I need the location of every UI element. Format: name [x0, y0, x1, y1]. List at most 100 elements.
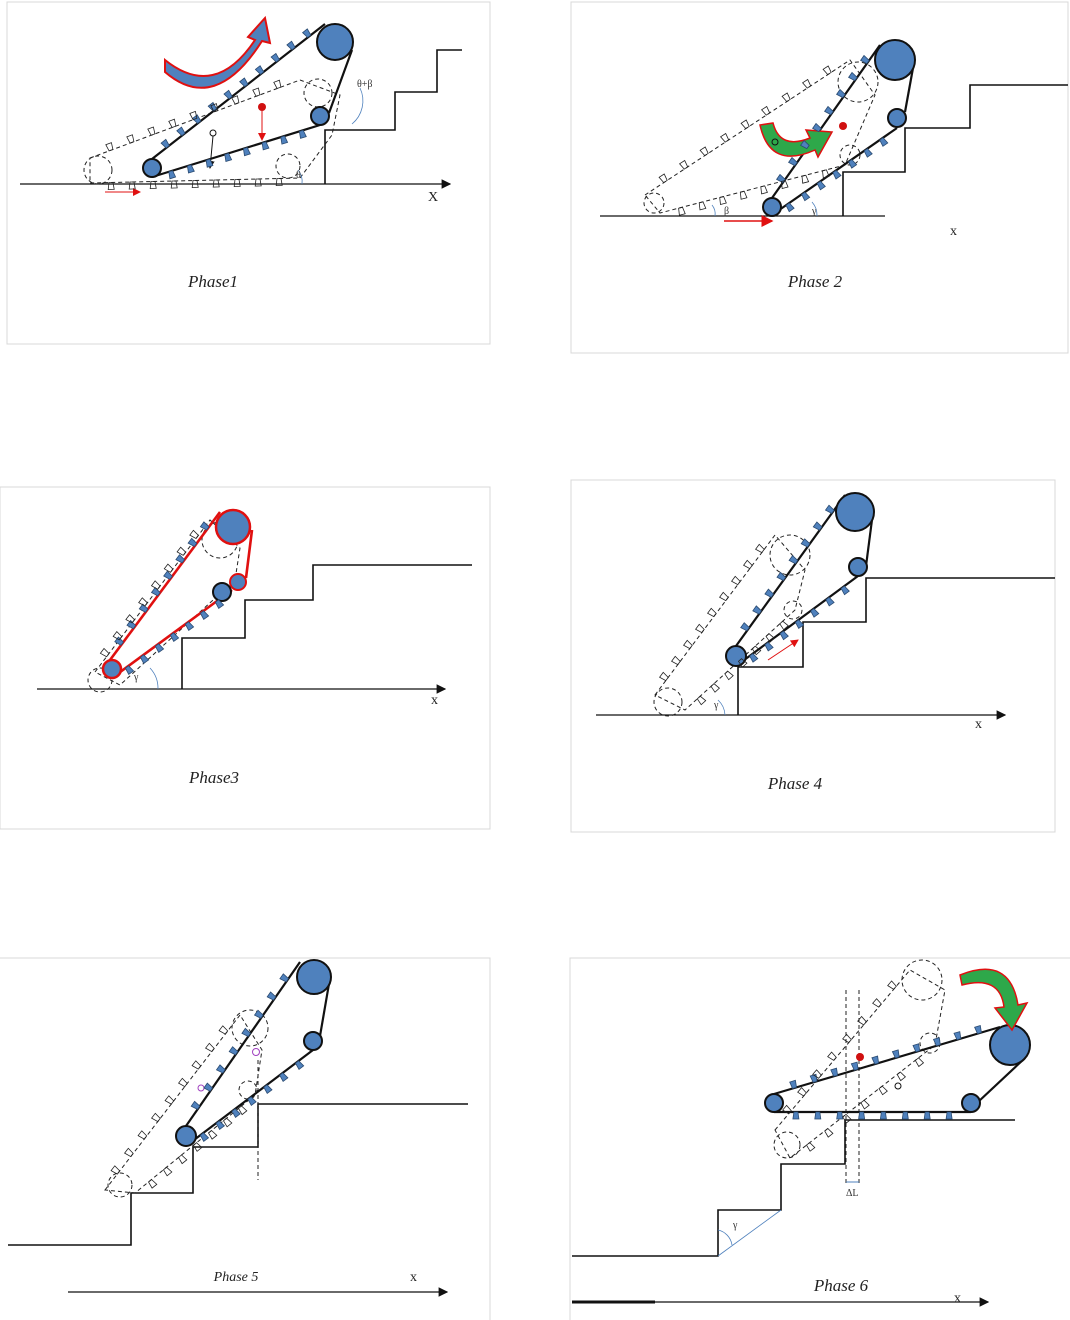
grouser — [849, 160, 857, 169]
grouser — [164, 571, 173, 579]
grouser — [672, 656, 681, 664]
grouser — [789, 158, 798, 166]
wheel-small — [962, 1094, 980, 1112]
grouser — [232, 1109, 240, 1118]
panel-frame — [571, 2, 1068, 353]
grouser — [732, 576, 741, 584]
angle-label: γ — [811, 206, 817, 217]
grouser — [680, 161, 688, 170]
grouser — [744, 560, 753, 568]
previous-wheel — [239, 1081, 257, 1099]
grouser — [125, 1148, 134, 1156]
previous-track — [775, 970, 945, 1158]
grouser — [177, 127, 185, 136]
angle-label: γ — [713, 700, 719, 711]
grouser — [803, 80, 811, 89]
grouser — [200, 1133, 208, 1142]
angle-label: θ — [296, 170, 301, 181]
grouser — [274, 80, 281, 88]
grouser — [280, 974, 289, 982]
grouser — [255, 1010, 264, 1018]
grouser — [880, 138, 888, 147]
track-top — [186, 962, 300, 1126]
grouser — [659, 174, 667, 183]
rotation-arrow — [165, 18, 270, 88]
grouser — [798, 1088, 807, 1096]
grouser — [897, 1072, 905, 1081]
grouser — [234, 180, 240, 187]
axis-label: x — [410, 1270, 417, 1285]
center-of-mass — [253, 1049, 260, 1056]
panel-5: x Phase 5 — [0, 958, 490, 1320]
grouser — [741, 120, 749, 129]
page: {"panels": [ {"caption": "Phase1", "axis… — [0, 0, 1070, 1320]
stairs — [843, 85, 1068, 216]
phase-caption: Phase 2 — [787, 272, 843, 291]
grouser — [720, 592, 729, 600]
grouser — [828, 1052, 837, 1060]
center-of-mass — [895, 1083, 901, 1089]
grouser — [697, 696, 705, 705]
angle-arc — [352, 88, 363, 124]
grouser — [879, 1086, 887, 1095]
grouser — [711, 684, 719, 693]
previous-wheel — [774, 1132, 800, 1158]
grouser — [127, 135, 134, 143]
previous-wheel — [902, 960, 942, 1000]
angle-label: ΔL — [846, 1188, 859, 1199]
grouser — [240, 78, 248, 87]
grouser — [793, 1112, 799, 1119]
grouser — [815, 1112, 821, 1119]
axis-label: x — [954, 1291, 961, 1306]
grouser — [243, 148, 250, 156]
grouser — [176, 555, 185, 563]
track-top — [736, 495, 845, 646]
center-of-mass — [198, 1085, 204, 1091]
grouser — [148, 127, 155, 135]
grouser — [831, 1068, 838, 1076]
grouser — [864, 149, 872, 158]
grouser — [217, 1065, 226, 1073]
wheel-rear — [765, 1094, 783, 1112]
center-of-mass — [210, 130, 216, 136]
grouser — [892, 1050, 899, 1058]
grouser — [708, 608, 717, 616]
grouser — [303, 29, 311, 38]
wheel-small — [304, 1032, 322, 1050]
grouser — [782, 93, 790, 102]
grouser — [255, 179, 261, 186]
slope-line — [718, 1210, 781, 1256]
grouser — [753, 606, 762, 614]
grouser — [696, 624, 705, 632]
grouser — [126, 615, 135, 623]
grouser — [140, 655, 148, 664]
grouser — [934, 1038, 941, 1046]
stairs — [572, 1120, 1015, 1256]
angle-arc — [150, 668, 158, 689]
grouser — [786, 203, 794, 212]
grouser — [813, 522, 822, 530]
phase-caption: Phase 4 — [767, 774, 823, 793]
grouser — [206, 1043, 215, 1051]
grouser — [789, 556, 798, 564]
grouser — [150, 182, 156, 189]
phase-caption: Phase 6 — [813, 1276, 869, 1295]
grouser — [264, 1085, 272, 1094]
grouser — [206, 159, 213, 167]
axis-label: x — [950, 224, 957, 239]
panel-1: θ+β θ X Phase1 — [7, 2, 490, 344]
grouser — [190, 530, 199, 538]
grouser — [219, 1026, 228, 1034]
grouser — [177, 547, 186, 555]
grouser — [741, 623, 750, 631]
grouser — [780, 631, 788, 640]
grouser — [164, 1167, 172, 1176]
grouser — [152, 581, 161, 589]
angle-arc — [718, 1230, 732, 1245]
grouser — [185, 622, 193, 631]
grouser — [826, 505, 835, 513]
grouser — [209, 1131, 217, 1140]
grouser — [296, 1061, 304, 1070]
phase-caption: Phase1 — [187, 272, 238, 291]
grouser — [299, 130, 306, 138]
